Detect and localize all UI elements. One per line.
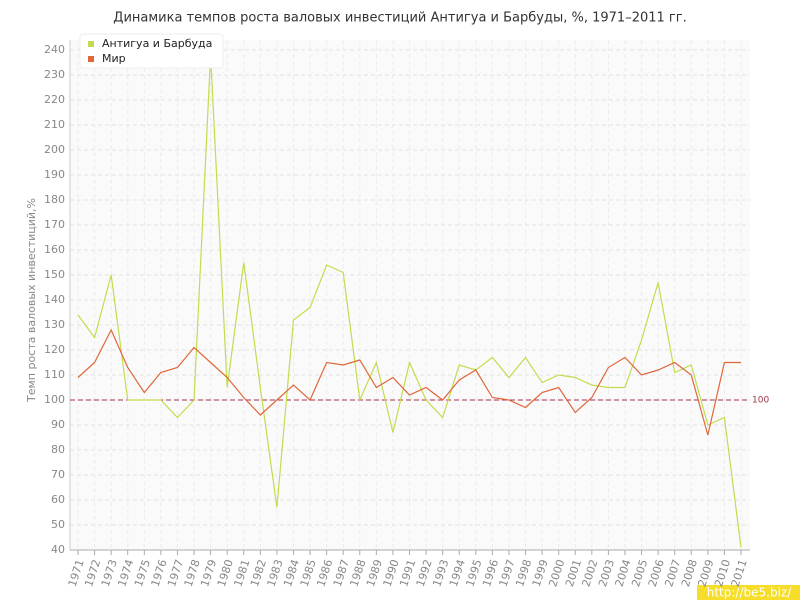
- y-tick-label: 200: [44, 143, 65, 156]
- y-tick-label: 60: [51, 493, 65, 506]
- legend-swatch: [88, 41, 94, 47]
- y-tick-label: 140: [44, 293, 65, 306]
- legend-label: Антигуа и Барбуда: [102, 37, 212, 50]
- y-tick-label: 90: [51, 418, 65, 431]
- y-axis-label: Темп роста валовых инвестиций,%: [25, 198, 38, 403]
- series-line: [77, 54, 742, 548]
- chart-title: Динамика темпов роста валовых инвестиций…: [113, 11, 686, 26]
- y-tick-label: 40: [51, 543, 65, 556]
- y-tick-label: 180: [44, 193, 65, 206]
- y-tick-label: 170: [44, 218, 65, 231]
- legend-swatch: [88, 56, 94, 62]
- y-tick-label: 100: [44, 393, 65, 406]
- y-tick-label: 230: [44, 68, 65, 81]
- watermark: http://be5.biz/: [707, 586, 792, 600]
- y-tick-label: 50: [51, 518, 65, 531]
- watermark-bg: [697, 585, 800, 600]
- y-tick-label: 190: [44, 168, 65, 181]
- legend-box: [79, 33, 224, 69]
- y-tick-label: 130: [44, 318, 65, 331]
- reference-label: 100: [752, 396, 769, 406]
- y-tick-label: 210: [44, 118, 65, 131]
- y-tick-label: 220: [44, 93, 65, 106]
- y-tick-label: 80: [51, 443, 65, 456]
- y-tick-label: 120: [44, 343, 65, 356]
- legend: Антигуа и Барбуда Мир: [79, 33, 224, 69]
- y-tick-label: 240: [44, 43, 65, 56]
- y-tick-label: 110: [44, 368, 65, 381]
- legend-label: Мир: [102, 52, 126, 65]
- series-line: [77, 328, 741, 436]
- y-tick-label: 160: [44, 243, 65, 256]
- y-tick-label: 150: [44, 268, 65, 281]
- y-tick-label: 70: [51, 468, 65, 481]
